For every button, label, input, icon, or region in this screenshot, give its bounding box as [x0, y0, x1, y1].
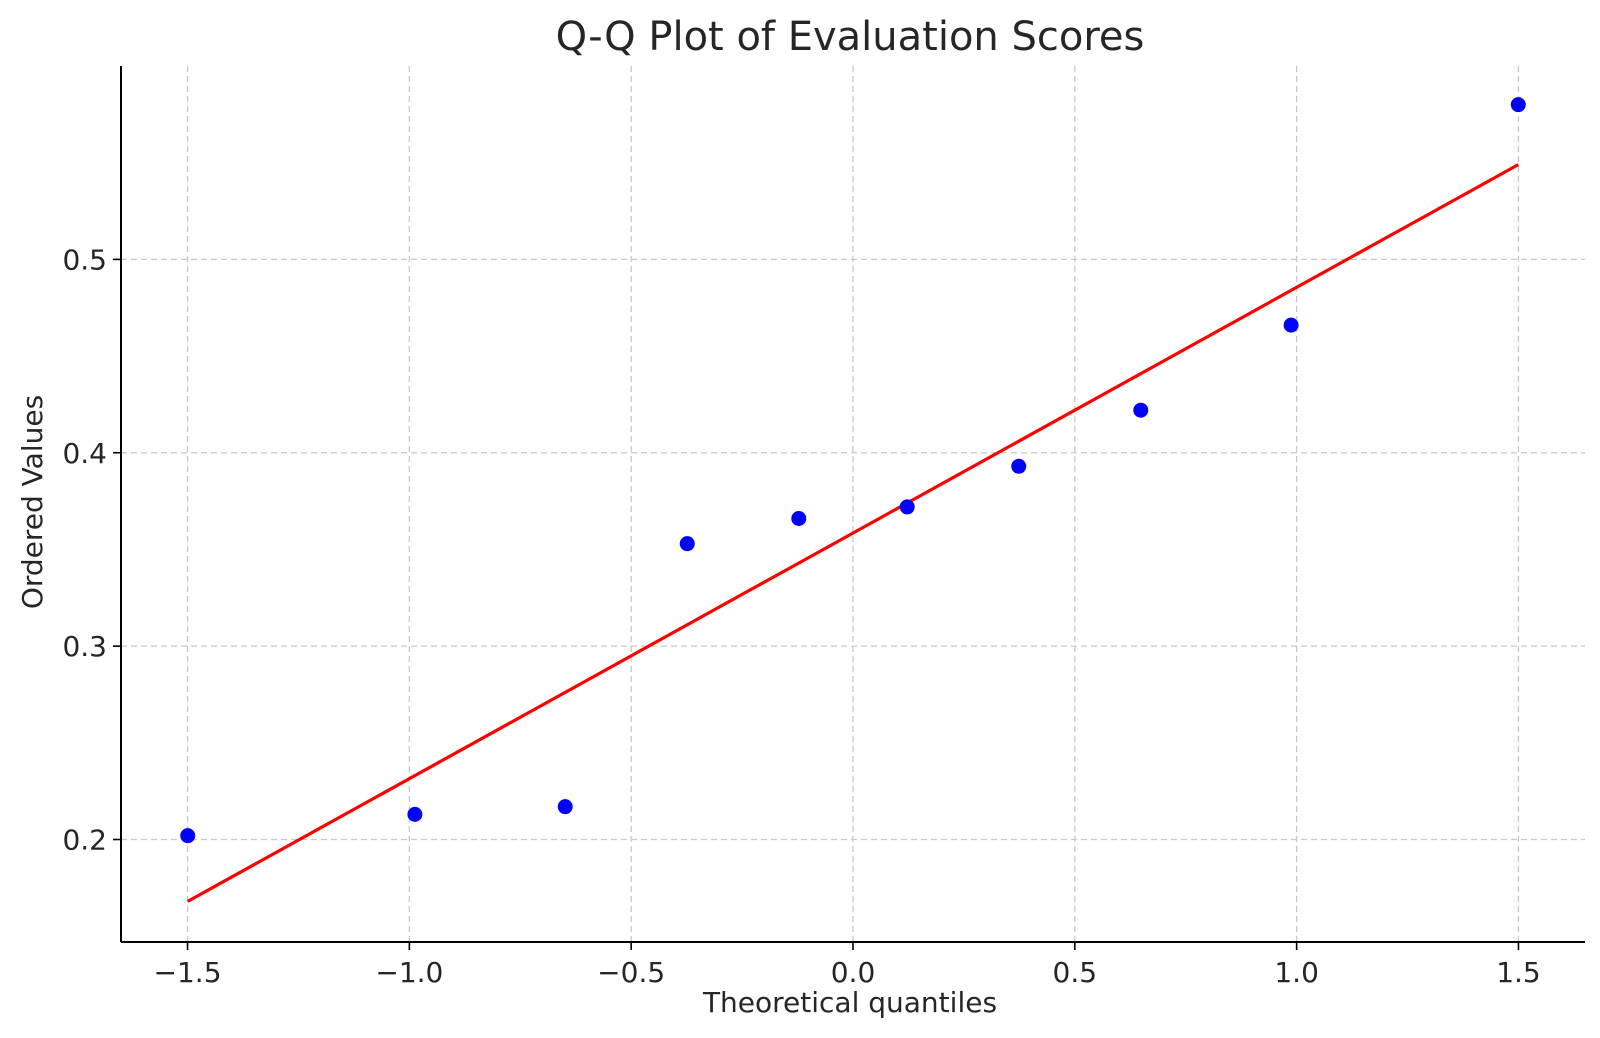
- fit-line: [186, 163, 1520, 903]
- x-axis-label: Theoretical quantiles: [702, 986, 997, 1019]
- data-point: [1510, 97, 1526, 113]
- data-point: [679, 536, 695, 552]
- x-tick-label: 0.0: [831, 956, 876, 989]
- y-tick-label: 0.3: [62, 630, 107, 663]
- data-point: [791, 511, 807, 527]
- points-layer: [180, 97, 1526, 844]
- fit-line-layer: [186, 163, 1520, 903]
- x-tick-label: −1.0: [375, 956, 443, 989]
- data-point: [1011, 458, 1027, 474]
- data-point: [1133, 402, 1149, 418]
- grid-layer: [121, 66, 1585, 942]
- ticks-layer: −1.5 −1.0 −0.5 0.0 0.5 1.0 1.5 0.2 0.3 0.4 0.5: [62, 243, 1540, 989]
- x-tick-label: 0.5: [1053, 956, 1098, 989]
- y-axis-label: Ordered Values: [16, 395, 49, 609]
- data-point: [407, 806, 423, 822]
- y-tick-label: 0.2: [62, 824, 107, 857]
- data-point: [899, 499, 915, 515]
- chart-title: Q-Q Plot of Evaluation Scores: [556, 14, 1145, 60]
- x-tick-label: −1.5: [154, 956, 222, 989]
- data-point: [180, 828, 196, 844]
- y-tick-label: 0.5: [62, 243, 107, 276]
- x-tick-label: −0.5: [597, 956, 665, 989]
- x-tick-label: 1.5: [1496, 956, 1541, 989]
- y-tick-label: 0.4: [62, 437, 107, 470]
- data-point: [557, 799, 573, 815]
- data-point: [1283, 317, 1299, 333]
- x-tick-label: 1.0: [1274, 956, 1319, 989]
